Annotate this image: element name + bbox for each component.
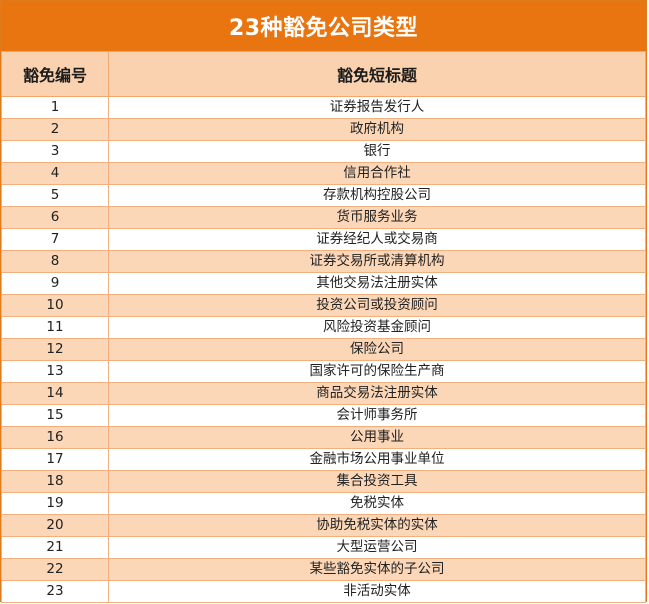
table-row: 15 会计师事务所	[1, 404, 646, 427]
table-row: 18 集合投资工具	[1, 470, 646, 493]
row-number: 8	[1, 250, 109, 273]
row-number: 13	[1, 360, 109, 383]
row-number: 4	[1, 162, 109, 185]
row-short-title: 信用合作社	[108, 162, 646, 185]
table-row: 1 证券报告发行人	[1, 96, 646, 119]
row-short-title: 政府机构	[108, 118, 646, 141]
table-row: 2 政府机构	[1, 118, 646, 141]
row-number: 10	[1, 294, 109, 317]
row-short-title: 证券报告发行人	[108, 96, 646, 119]
row-number: 1	[1, 96, 109, 119]
table-row: 16 公用事业	[1, 426, 646, 449]
table-body: 1 证券报告发行人 2 政府机构 3 银行 4 信用合作社 5 存款机构控股公司 6 货币服务业务 7 证…	[1, 96, 646, 603]
row-number: 20	[1, 514, 109, 537]
row-number: 14	[1, 382, 109, 405]
header-row: 豁免编号 豁免短标题	[1, 51, 646, 97]
row-short-title: 协助免税实体的实体	[108, 514, 646, 537]
row-number: 19	[1, 492, 109, 515]
header-short-title: 豁免短标题	[108, 51, 646, 97]
row-short-title: 证券经纪人或交易商	[108, 228, 646, 251]
row-short-title: 银行	[108, 140, 646, 163]
header-number: 豁免编号	[1, 51, 109, 97]
row-short-title: 存款机构控股公司	[108, 184, 646, 207]
row-number: 23	[1, 580, 109, 603]
table-row: 17 金融市场公用事业单位	[1, 448, 646, 471]
row-short-title: 大型运营公司	[108, 536, 646, 559]
row-short-title: 国家许可的保险生产商	[108, 360, 646, 383]
table-row: 9 其他交易法注册实体	[1, 272, 646, 295]
row-short-title: 风险投资基金顾问	[108, 316, 646, 339]
row-short-title: 非活动实体	[108, 580, 646, 603]
table-row: 3 银行	[1, 140, 646, 163]
row-number: 15	[1, 404, 109, 427]
table-row: 12 保险公司	[1, 338, 646, 361]
row-number: 7	[1, 228, 109, 251]
table-title: 23种豁免公司类型	[1, 1, 646, 51]
row-short-title: 金融市场公用事业单位	[108, 448, 646, 471]
row-number: 5	[1, 184, 109, 207]
table-row: 21 大型运营公司	[1, 536, 646, 559]
table-row: 8 证券交易所或清算机构	[1, 250, 646, 273]
row-number: 22	[1, 558, 109, 581]
row-short-title: 商品交易法注册实体	[108, 382, 646, 405]
table-row: 10 投资公司或投资顾问	[1, 294, 646, 317]
table-row: 20 协助免税实体的实体	[1, 514, 646, 537]
row-number: 11	[1, 316, 109, 339]
row-short-title: 保险公司	[108, 338, 646, 361]
row-number: 3	[1, 140, 109, 163]
table-row: 22 某些豁免实体的子公司	[1, 558, 646, 581]
table-row: 11 风险投资基金顾问	[1, 316, 646, 339]
row-number: 16	[1, 426, 109, 449]
row-number: 18	[1, 470, 109, 493]
table-row: 13 国家许可的保险生产商	[1, 360, 646, 383]
row-short-title: 投资公司或投资顾问	[108, 294, 646, 317]
row-short-title: 会计师事务所	[108, 404, 646, 427]
table-row: 19 免税实体	[1, 492, 646, 515]
table-row: 5 存款机构控股公司	[1, 184, 646, 207]
exempt-types-table: 豁免编号 豁免短标题 1 证券报告发行人 2 政府机构 3 银行 4 信用合作社 5 存款机构控股…	[1, 51, 646, 603]
row-short-title: 某些豁免实体的子公司	[108, 558, 646, 581]
table-row: 23 非活动实体	[1, 580, 646, 603]
table-row: 6 货币服务业务	[1, 206, 646, 229]
row-short-title: 公用事业	[108, 426, 646, 449]
row-number: 6	[1, 206, 109, 229]
row-number: 2	[1, 118, 109, 141]
row-short-title: 证券交易所或清算机构	[108, 250, 646, 273]
row-number: 17	[1, 448, 109, 471]
row-number: 12	[1, 338, 109, 361]
table-row: 4 信用合作社	[1, 162, 646, 185]
row-short-title: 集合投资工具	[108, 470, 646, 493]
row-number: 9	[1, 272, 109, 295]
row-number: 21	[1, 536, 109, 559]
row-short-title: 其他交易法注册实体	[108, 272, 646, 295]
table-row: 14 商品交易法注册实体	[1, 382, 646, 405]
row-short-title: 免税实体	[108, 492, 646, 515]
table-row: 7 证券经纪人或交易商	[1, 228, 646, 251]
row-short-title: 货币服务业务	[108, 206, 646, 229]
